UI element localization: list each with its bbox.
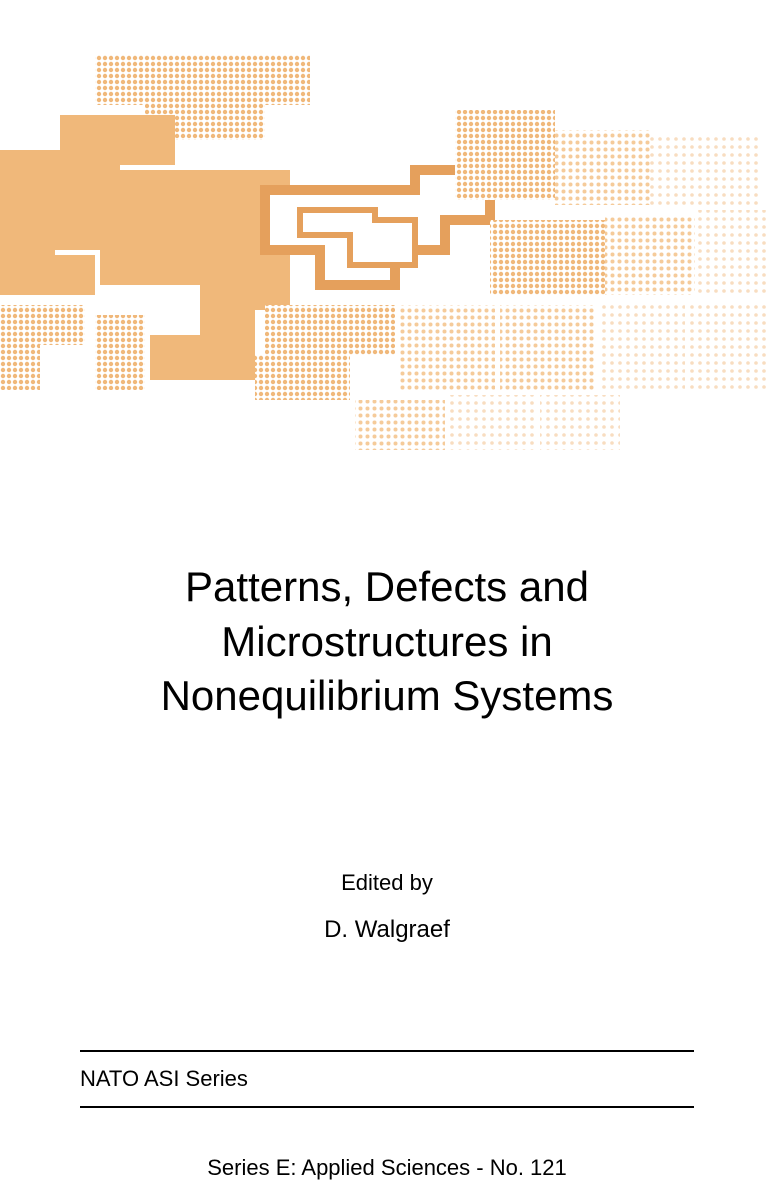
- title-line-3: Nonequilibrium Systems: [0, 669, 774, 724]
- book-title: Patterns, Defects and Microstructures in…: [0, 560, 774, 724]
- series-detail: Series E: Applied Sciences - No. 121: [0, 1155, 774, 1181]
- divider-bottom: [80, 1106, 694, 1108]
- series-detail-block: Series E: Applied Sciences - No. 121: [0, 1155, 774, 1181]
- series-block: NATO ASI Series: [80, 1050, 694, 1108]
- editor-name: D. Walgraef: [0, 916, 774, 944]
- editor-block: Edited by D. Walgraef: [0, 870, 774, 944]
- pattern-svg: [0, 55, 774, 455]
- title-line-1: Patterns, Defects and: [0, 560, 774, 615]
- cover-pattern-art: [0, 55, 774, 455]
- edited-by-label: Edited by: [0, 870, 774, 896]
- title-line-2: Microstructures in: [0, 615, 774, 670]
- series-name: NATO ASI Series: [80, 1052, 694, 1106]
